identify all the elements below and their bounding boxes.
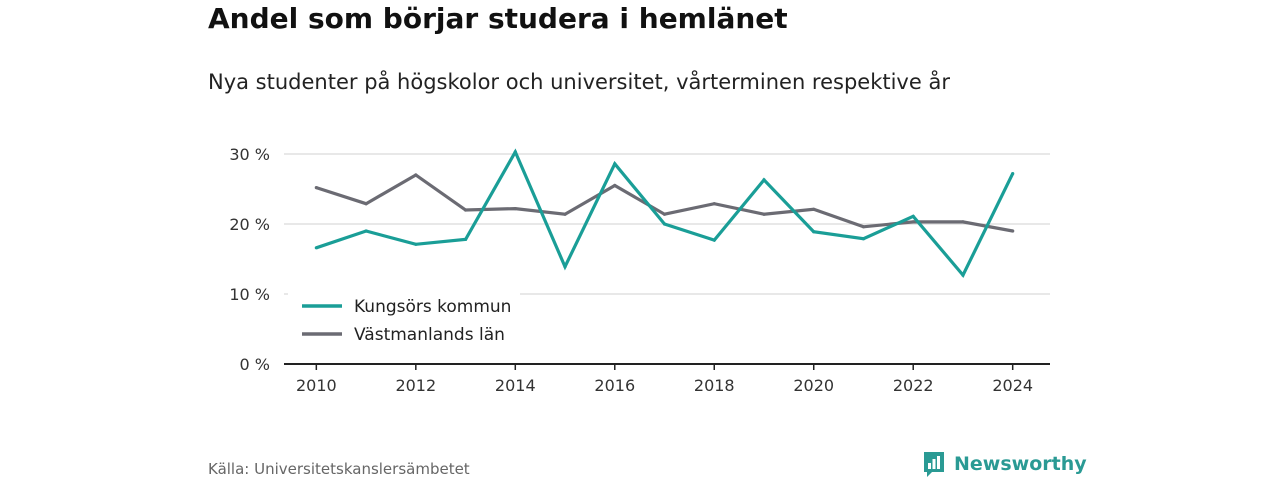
data-point — [364, 202, 368, 206]
x-tick-label: 2014 — [495, 376, 536, 395]
data-point — [414, 242, 418, 246]
data-point — [563, 265, 567, 269]
data-point — [314, 186, 318, 190]
data-point — [762, 178, 766, 182]
legend-label: Kungsörs kommun — [354, 297, 511, 317]
legend-label: Västmanlands län — [354, 325, 505, 345]
data-point — [861, 237, 866, 241]
data-point — [1011, 229, 1015, 233]
data-point — [961, 273, 965, 277]
data-point — [463, 237, 468, 241]
data-point — [513, 150, 517, 154]
y-tick-label: 20 % — [229, 215, 270, 234]
data-point — [414, 173, 418, 177]
legend-background — [288, 290, 520, 352]
source-note: Källa: Universitetskanslersämbetet — [208, 460, 470, 478]
data-point — [911, 220, 915, 224]
data-point — [662, 212, 667, 216]
x-tick-label: 2020 — [793, 376, 834, 395]
data-point — [712, 202, 716, 206]
data-point — [613, 162, 617, 166]
x-tick-label: 2018 — [694, 376, 735, 395]
data-point — [762, 212, 766, 216]
brand-logo: Newsworthy — [922, 450, 1087, 478]
y-tick-label: 0 % — [240, 355, 270, 374]
data-point — [314, 246, 318, 250]
data-point — [513, 207, 517, 211]
y-axis-ticks: 0 % 10 % 20 % 30 % — [229, 145, 270, 374]
data-point — [662, 222, 667, 226]
x-tick-label: 2022 — [893, 376, 934, 395]
series-lines — [314, 148, 1015, 279]
data-point — [961, 220, 965, 224]
chart-bubble-icon — [924, 452, 944, 477]
data-point — [861, 225, 866, 229]
data-point — [364, 229, 368, 233]
x-tick-label: 2024 — [992, 376, 1033, 395]
data-point — [563, 212, 567, 216]
legend: Kungsörs kommun Västmanlands län — [288, 290, 520, 352]
y-tick-label: 30 % — [229, 145, 270, 164]
brand-name: Newsworthy — [954, 453, 1087, 475]
x-tick-label: 2012 — [395, 376, 436, 395]
data-point — [1011, 172, 1015, 176]
data-point — [812, 207, 816, 211]
chart-title: Andel som börjar studera i hemlänet — [208, 2, 788, 35]
data-point — [812, 230, 816, 234]
data-point — [463, 208, 468, 212]
y-tick-label: 10 % — [229, 285, 270, 304]
data-point — [911, 214, 915, 218]
x-tick-label: 2010 — [296, 376, 337, 395]
data-point — [712, 238, 716, 242]
data-point — [613, 183, 617, 188]
chart-subtitle: Nya studenter på högskolor och universit… — [208, 70, 950, 94]
x-tick-label: 2016 — [594, 376, 635, 395]
x-axis-ticks: 2010 2012 2014 2016 2018 2020 2022 2024 — [296, 364, 1033, 395]
